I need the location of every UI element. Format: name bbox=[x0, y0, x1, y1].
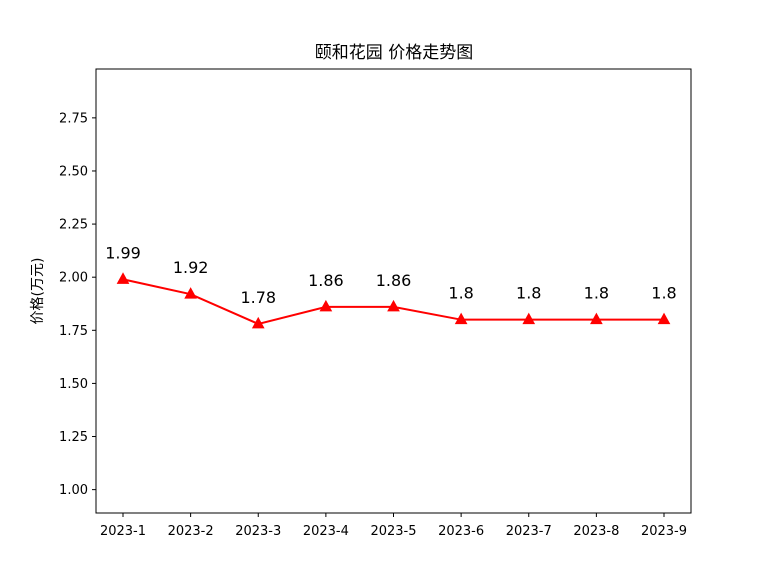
data-label: 1.8 bbox=[651, 284, 676, 303]
y-tick-label: 2.75 bbox=[59, 111, 88, 126]
data-point-marker bbox=[387, 299, 400, 312]
data-label: 1.78 bbox=[240, 288, 276, 307]
y-tick-label: 2.50 bbox=[59, 164, 88, 179]
data-label: 1.8 bbox=[516, 284, 541, 303]
data-label: 1.92 bbox=[173, 258, 209, 277]
y-axis-label: 价格(万元) bbox=[30, 258, 46, 325]
chart-title: 颐和花园 价格走势图 bbox=[315, 43, 473, 63]
y-tick-label: 1.00 bbox=[59, 483, 88, 498]
x-tick-label: 2023-8 bbox=[573, 524, 619, 539]
data-label: 1.86 bbox=[376, 271, 412, 290]
x-tick-label: 2023-6 bbox=[438, 524, 484, 539]
data-point-marker bbox=[522, 312, 536, 325]
y-tick-label: 1.75 bbox=[59, 324, 88, 339]
x-tick-label: 2023-5 bbox=[370, 524, 416, 539]
data-labels: 1.99 1.92 1.78 1.86 1.86 1.8 1.8 1.8 1.8 bbox=[105, 243, 677, 307]
data-point-marker bbox=[184, 287, 197, 299]
data-point-marker bbox=[251, 316, 265, 329]
x-axis: 2023-1 2023-2 2023-3 2023-4 2023-5 2023-6 2023… bbox=[100, 513, 687, 539]
data-label: 1.86 bbox=[308, 271, 344, 290]
x-tick-label: 2023-3 bbox=[235, 524, 281, 539]
y-tick-label: 2.00 bbox=[59, 271, 88, 286]
data-label: 1.8 bbox=[448, 284, 473, 303]
data-label: 1.99 bbox=[105, 243, 141, 262]
x-tick-label: 2023-2 bbox=[168, 524, 214, 539]
y-axis: 1.00 1.25 1.50 1.75 2.00 2.25 2.50 2.75 bbox=[59, 111, 96, 498]
x-tick-label: 2023-1 bbox=[100, 524, 146, 539]
data-point-marker bbox=[116, 272, 130, 284]
data-point-marker bbox=[657, 312, 671, 325]
y-tick-label: 2.25 bbox=[59, 218, 88, 233]
x-tick-label: 2023-4 bbox=[303, 524, 349, 539]
x-tick-label: 2023-9 bbox=[641, 524, 687, 539]
y-tick-label: 1.50 bbox=[59, 377, 88, 392]
data-label: 1.8 bbox=[584, 284, 609, 303]
y-tick-label: 1.25 bbox=[59, 430, 88, 445]
data-point-marker bbox=[454, 312, 468, 325]
x-tick-label: 2023-7 bbox=[506, 524, 552, 539]
data-point-marker bbox=[590, 312, 603, 325]
data-point-marker bbox=[319, 299, 333, 312]
series-group bbox=[116, 272, 671, 329]
